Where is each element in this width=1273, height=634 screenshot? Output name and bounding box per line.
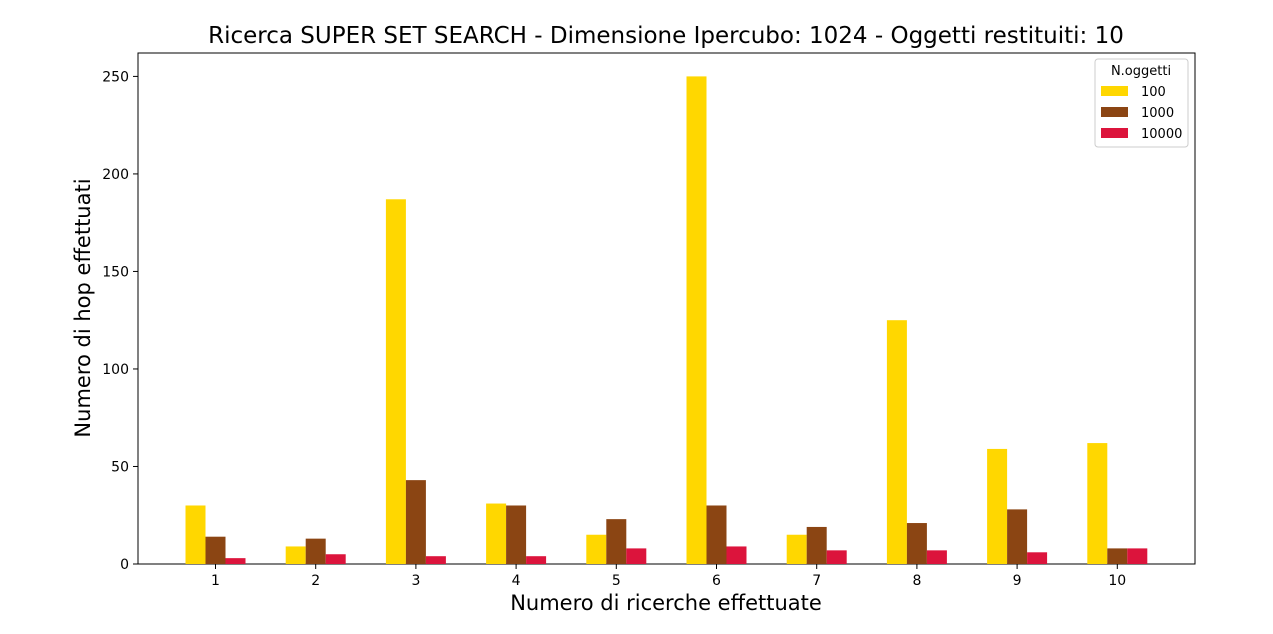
x-tick-label: 9 xyxy=(1013,573,1022,589)
bar-series-100-cat-3 xyxy=(385,199,406,564)
bar-series-1000-cat-5 xyxy=(606,519,627,564)
bar-series-10000-cat-4 xyxy=(526,556,547,564)
y-tick-label: 200 xyxy=(102,167,129,183)
bar-series-100-cat-4 xyxy=(486,503,507,564)
plot-area xyxy=(137,52,1196,565)
y-tick-label: 250 xyxy=(102,69,129,85)
x-tick-label: 4 xyxy=(512,573,521,589)
legend-label-10000: 10000 xyxy=(1141,127,1182,142)
bar-series-10000-cat-2 xyxy=(325,554,346,564)
bar-series-100-cat-9 xyxy=(987,448,1008,564)
bar-series-1000-cat-6 xyxy=(706,505,727,564)
x-tick-label: 3 xyxy=(411,573,420,589)
bar-series-10000-cat-7 xyxy=(826,550,847,564)
x-tick-label: 5 xyxy=(612,573,621,589)
bar-series-10000-cat-6 xyxy=(726,546,747,564)
bar-series-100-cat-8 xyxy=(886,320,907,564)
bar-series-1000-cat-10 xyxy=(1107,548,1128,564)
bar-series-10000-cat-9 xyxy=(1027,552,1048,564)
legend-label-100: 100 xyxy=(1141,85,1166,100)
legend-label-1000: 1000 xyxy=(1141,106,1174,121)
bar-series-100-cat-1 xyxy=(185,505,206,564)
x-axis-label: Numero di ricerche effettuate xyxy=(510,591,822,615)
legend-title: N.oggetti xyxy=(1111,64,1171,79)
bar-series-10000-cat-10 xyxy=(1127,548,1148,564)
chart-title: Ricerca SUPER SET SEARCH - Dimensione Ip… xyxy=(208,23,1124,49)
bar-series-100-cat-7 xyxy=(786,534,807,564)
bar-series-1000-cat-4 xyxy=(506,505,527,564)
x-tick-label: 2 xyxy=(311,573,320,589)
bar-series-10000-cat-8 xyxy=(926,550,947,564)
y-tick-label: 50 xyxy=(111,459,129,475)
bar-series-1000-cat-8 xyxy=(906,523,927,564)
bar-series-1000-cat-9 xyxy=(1007,509,1028,564)
y-axis-label: Numero di hop effettuati xyxy=(71,178,95,437)
y-tick-label: 100 xyxy=(102,362,129,378)
y-tick-label: 0 xyxy=(120,557,129,573)
bar-series-1000-cat-1 xyxy=(205,536,226,564)
legend-swatch-100 xyxy=(1101,86,1128,96)
bar-series-1000-cat-7 xyxy=(806,526,827,564)
x-tick-label: 6 xyxy=(712,573,721,589)
legend-box xyxy=(1094,58,1189,148)
y-tick-label: 150 xyxy=(102,264,129,280)
x-tick-label: 10 xyxy=(1108,573,1126,589)
bar-series-100-cat-2 xyxy=(285,546,306,564)
x-tick-label: 8 xyxy=(912,573,921,589)
legend-swatch-1000 xyxy=(1101,107,1128,117)
bar-series-100-cat-5 xyxy=(586,534,607,564)
bar-series-100-cat-6 xyxy=(686,76,707,565)
x-axis-ticks: 1 2 3 4 5 6 7 8 9 10 xyxy=(211,564,1126,589)
x-tick-label: 7 xyxy=(812,573,821,589)
legend: N.oggetti 100 1000 10000 xyxy=(1094,58,1189,148)
bar-series-1000-cat-3 xyxy=(405,480,426,564)
bars-group xyxy=(185,76,1148,565)
bar-series-10000-cat-5 xyxy=(626,548,647,564)
bar-series-10000-cat-3 xyxy=(425,556,446,564)
legend-swatch-10000 xyxy=(1101,128,1128,138)
bar-series-10000-cat-1 xyxy=(225,558,246,564)
bar-series-100-cat-10 xyxy=(1087,443,1108,564)
bar-series-1000-cat-2 xyxy=(305,538,326,564)
x-tick-label: 1 xyxy=(211,573,220,589)
y-axis-ticks: 0 50 100 150 200 250 xyxy=(102,69,138,573)
